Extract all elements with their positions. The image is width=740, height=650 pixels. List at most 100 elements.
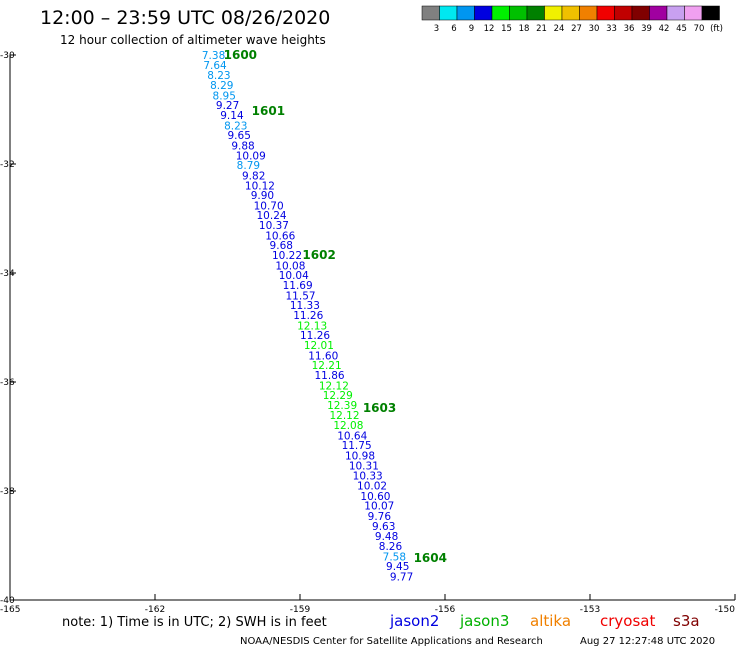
chart-subtitle: 12 hour collection of altimeter wave hei… [60, 33, 326, 47]
color-scale-label: 12 [484, 24, 495, 34]
units-note: note: 1) Time is in UTC; 2) SWH is in fe… [62, 615, 327, 630]
swh-value: 9.65 [228, 130, 251, 142]
color-scale-swatch [474, 5, 493, 21]
swh-value: 12.01 [304, 340, 334, 352]
hour-label: 1601 [252, 104, 285, 118]
y-tick-label: -40 [0, 596, 15, 606]
swh-value: 8.79 [237, 160, 260, 172]
wave-height-values: 7.387.648.238.298.959.279.148.239.659.88… [202, 50, 413, 584]
hour-annotations: 1600 1601 1602 1603 1604 [224, 48, 447, 565]
color-scale-label: 39 [641, 24, 652, 34]
swh-value: 11.33 [290, 300, 320, 312]
hour-label: 1602 [302, 248, 335, 262]
y-tick-label: -36 [0, 378, 15, 388]
satellite-name: jason2 [389, 612, 439, 630]
satellite-name: altika [530, 612, 571, 630]
swh-color-scale: 3 6 9 12 15 18 21 24 27 30 33 36 39 42 45 70 (ft) [421, 5, 723, 34]
swh-value: 8.26 [379, 541, 403, 553]
color-scale-label: 15 [501, 24, 512, 34]
swh-value: 10.04 [279, 270, 309, 282]
y-tick-label: -34 [0, 269, 15, 279]
swh-value: 11.69 [283, 280, 313, 292]
swh-value: 11.26 [300, 330, 330, 342]
color-scale-label: 30 [589, 24, 600, 34]
x-tick-label: -156 [435, 605, 456, 615]
swh-value: 10.64 [337, 430, 367, 442]
swh-value: 8.23 [224, 120, 247, 132]
color-scale-label: 6 [451, 24, 456, 34]
swh-value: 9.68 [270, 240, 293, 252]
color-scale-swatch [701, 5, 720, 21]
color-scale-swatch [526, 5, 545, 21]
swh-value: 12.39 [327, 400, 357, 412]
hour-label: 1603 [363, 401, 396, 415]
satellite-name: s3a [673, 612, 700, 630]
swh-value: 11.86 [315, 370, 345, 382]
swh-value: 9.14 [220, 110, 244, 122]
satellite-legend: jason2 jason3 altika cryosat s3a [389, 612, 700, 630]
hour-label: 1600 [224, 48, 257, 62]
color-scale-swatch [509, 5, 528, 21]
y-axis: -30 -32 -34 -36 -38 -40 [0, 51, 16, 606]
color-scale-label: (ft) [710, 24, 723, 34]
color-scale-swatch [614, 5, 633, 21]
swh-value: 11.75 [342, 440, 372, 452]
swh-value: 9.76 [368, 511, 392, 523]
swh-value: 10.22 [272, 250, 302, 262]
footer-timestamp: Aug 27 12:27:48 UTC 2020 [580, 636, 715, 647]
swh-value: 10.33 [353, 471, 383, 483]
swh-value: 10.37 [259, 220, 289, 232]
satellite-name: jason3 [459, 612, 509, 630]
color-scale-swatch [544, 5, 563, 21]
swh-value: 10.98 [345, 451, 375, 463]
swh-value: 9.63 [372, 521, 395, 533]
swh-value: 10.60 [360, 491, 390, 503]
x-tick-label: -162 [145, 605, 165, 615]
color-scale-label: 21 [536, 24, 547, 34]
swh-value: 7.38 [202, 50, 225, 62]
x-tick-label: -153 [580, 605, 600, 615]
swh-value: 12.12 [329, 410, 359, 422]
satellite-name: cryosat [600, 612, 655, 630]
swh-value: 12.13 [297, 320, 327, 332]
swh-value: 12.21 [312, 360, 342, 372]
color-scale-label: 36 [624, 24, 635, 34]
x-axis: -165 -162 -159 -156 -153 -150 [0, 594, 736, 615]
color-scale-swatch [456, 5, 475, 21]
color-scale-swatch [649, 5, 668, 21]
swh-value: 10.07 [364, 501, 394, 513]
swh-value: 9.45 [386, 561, 409, 573]
hour-label: 1604 [414, 551, 447, 565]
footer-credit: NOAA/NESDIS Center for Satellite Applica… [240, 636, 543, 647]
swh-value: 12.29 [323, 390, 353, 402]
color-scale-swatch [596, 5, 615, 21]
color-scale-label: 3 [434, 24, 439, 34]
swh-value: 10.24 [257, 210, 287, 222]
swh-value: 10.08 [275, 260, 305, 272]
plot-frame [9, 55, 735, 601]
swh-value: 9.27 [216, 100, 239, 112]
swh-value: 8.95 [213, 90, 236, 102]
color-scale-swatch [666, 5, 685, 21]
swh-value: 9.88 [231, 140, 254, 152]
color-scale-swatch [491, 5, 510, 21]
color-scale-label: 33 [606, 24, 617, 34]
y-tick-label: -38 [0, 487, 15, 497]
swh-value: 10.02 [357, 481, 387, 493]
color-scale-swatch [684, 5, 703, 21]
color-scale-label: 24 [554, 24, 565, 34]
color-scale-label: 42 [659, 24, 670, 34]
y-tick-label: -30 [0, 51, 15, 61]
y-tick-label: -32 [0, 160, 15, 170]
swh-value: 10.70 [254, 200, 284, 212]
color-scale-label: 27 [571, 24, 582, 34]
color-scale-label: 70 [694, 24, 705, 34]
swh-value: 9.77 [390, 572, 413, 584]
swh-value: 10.31 [349, 460, 379, 472]
swh-value: 10.12 [245, 180, 275, 192]
chart-title: 12:00 – 23:59 UTC 08/26/2020 [40, 7, 330, 29]
color-scale-swatch [631, 5, 650, 21]
color-scale-swatch [421, 5, 440, 21]
swh-value: 12.08 [333, 420, 363, 432]
